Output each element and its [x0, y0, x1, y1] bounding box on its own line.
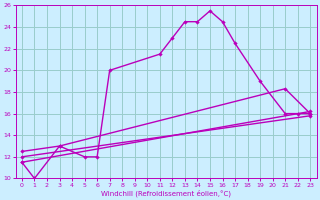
X-axis label: Windchill (Refroidissement éolien,°C): Windchill (Refroidissement éolien,°C): [101, 189, 231, 197]
